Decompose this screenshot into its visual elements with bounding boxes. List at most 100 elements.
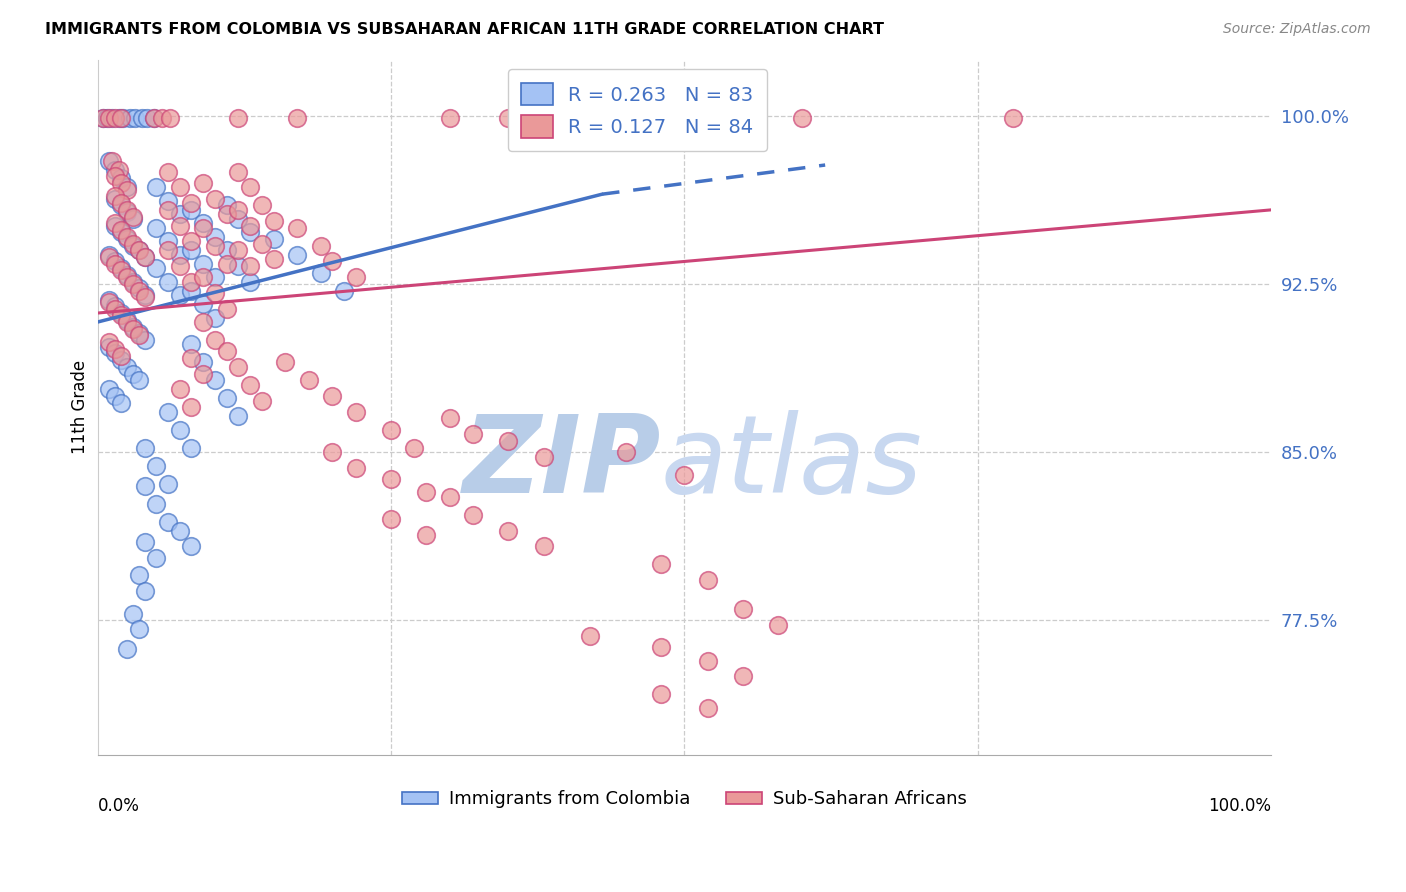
Point <box>263 214 285 228</box>
Point <box>104 389 127 403</box>
Point <box>180 351 202 365</box>
Point <box>169 219 191 233</box>
Point <box>120 111 142 125</box>
Point <box>128 284 150 298</box>
Point <box>131 111 153 125</box>
Point <box>145 261 167 276</box>
Point <box>100 111 122 125</box>
Point <box>239 180 262 194</box>
Point <box>134 250 156 264</box>
Point <box>104 162 127 177</box>
Point <box>193 355 215 369</box>
Point <box>121 277 143 291</box>
Point <box>204 192 226 206</box>
Point <box>121 607 143 621</box>
Point <box>156 194 179 208</box>
Point <box>285 111 308 125</box>
Point <box>766 617 789 632</box>
Text: 0.0%: 0.0% <box>97 797 139 814</box>
Point <box>142 111 165 125</box>
Point <box>156 275 179 289</box>
Point <box>344 405 367 419</box>
Point <box>169 288 191 302</box>
Point <box>180 284 202 298</box>
Point <box>193 220 215 235</box>
Point <box>110 171 132 186</box>
Point <box>110 225 132 239</box>
Point <box>134 584 156 599</box>
Point <box>321 389 343 403</box>
Point <box>93 111 115 125</box>
Point <box>180 202 202 217</box>
Point <box>128 568 150 582</box>
Point <box>104 169 127 184</box>
Point <box>498 111 520 125</box>
Text: atlas: atlas <box>661 410 922 516</box>
Point <box>134 441 156 455</box>
Point <box>134 290 156 304</box>
Point <box>533 450 555 464</box>
Point <box>228 211 250 226</box>
Point <box>104 189 127 203</box>
Point <box>128 244 150 258</box>
Point <box>107 111 129 125</box>
Point <box>309 266 332 280</box>
Point <box>461 427 484 442</box>
Point <box>650 687 672 701</box>
Point <box>321 445 343 459</box>
Point <box>98 111 121 125</box>
Point <box>104 254 127 268</box>
Point <box>110 198 132 212</box>
Point <box>790 111 813 125</box>
Point <box>193 315 215 329</box>
Point <box>193 270 215 285</box>
Point <box>134 250 156 264</box>
Point <box>228 359 250 374</box>
Point <box>156 405 179 419</box>
Point <box>169 524 191 538</box>
Point <box>115 642 138 657</box>
Point <box>239 225 262 239</box>
Point <box>98 153 121 168</box>
Point <box>104 216 127 230</box>
Point <box>110 111 132 125</box>
Point <box>100 153 122 168</box>
Point <box>461 508 484 522</box>
Point <box>104 192 127 206</box>
Point <box>215 244 238 258</box>
Point <box>215 344 238 359</box>
Point <box>193 297 215 311</box>
Point <box>142 111 165 125</box>
Point <box>121 239 143 253</box>
Point <box>115 180 138 194</box>
Point <box>215 207 238 221</box>
Point <box>104 111 127 125</box>
Point <box>180 244 202 258</box>
Point <box>533 539 555 553</box>
Point <box>239 219 262 233</box>
Point <box>169 248 191 262</box>
Point <box>107 162 129 177</box>
Text: 100.0%: 100.0% <box>1208 797 1271 814</box>
Point <box>380 472 402 486</box>
Point <box>98 340 121 354</box>
Point <box>156 515 179 529</box>
Point <box>263 232 285 246</box>
Point <box>110 196 132 211</box>
Point <box>380 512 402 526</box>
Point <box>579 629 602 643</box>
Point <box>156 202 179 217</box>
Point <box>263 252 285 267</box>
Point <box>104 342 127 356</box>
Point <box>98 293 121 307</box>
Point <box>193 176 215 190</box>
Point <box>115 229 138 244</box>
Point <box>239 259 262 273</box>
Point <box>110 396 132 410</box>
Point <box>110 308 132 322</box>
Point <box>204 333 226 347</box>
Point <box>145 497 167 511</box>
Point <box>145 458 167 473</box>
Point <box>696 654 718 668</box>
Point <box>128 373 150 387</box>
